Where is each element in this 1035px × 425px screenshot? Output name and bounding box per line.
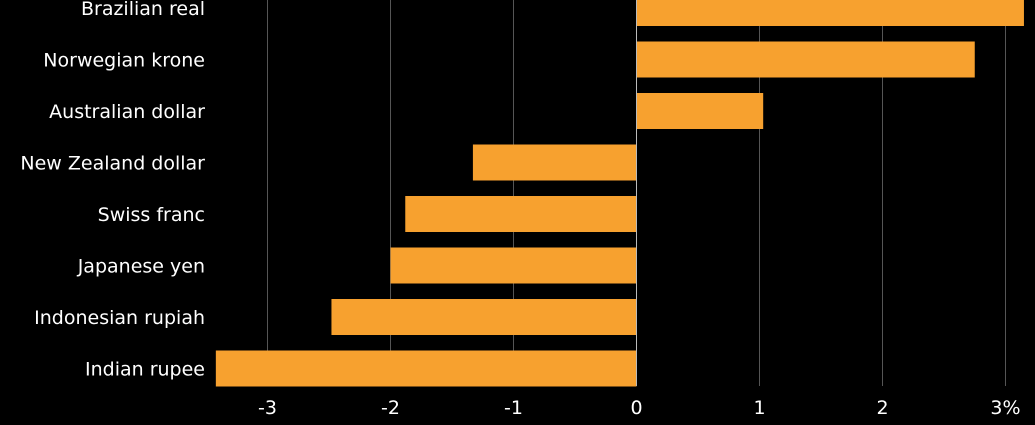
bar-swiss-franc <box>405 196 637 232</box>
category-labels: Brazilian real Norwegian krone Australian … <box>20 0 205 381</box>
category-label: Japanese yen <box>77 256 205 278</box>
bar-australian-dollar <box>636 93 764 129</box>
bar-japanese-yen <box>390 247 637 284</box>
x-tick-label: 2 <box>876 397 888 419</box>
bars <box>215 0 1024 387</box>
x-tick-label: -1 <box>504 397 523 419</box>
x-tick-label: 0 <box>630 397 642 419</box>
category-label: Norwegian krone <box>43 50 205 72</box>
x-tick-labels: -3 -2 -1 0 1 2 3% <box>258 397 1021 419</box>
category-label: Brazilian real <box>81 0 205 20</box>
x-tick-label: 1 <box>753 397 765 419</box>
category-label: Indonesian rupiah <box>34 307 205 329</box>
bar-norwegian-krone <box>636 41 975 78</box>
bar-new-zealand-dollar <box>472 144 637 181</box>
x-tick-label: -3 <box>258 397 277 419</box>
x-tick-label: -2 <box>381 397 400 419</box>
bar-indonesian-rupiah <box>331 299 637 335</box>
x-tick-label: 3% <box>990 397 1020 419</box>
category-label: Indian rupee <box>85 359 205 381</box>
category-label: Australian dollar <box>49 101 205 123</box>
bar-brazilian-real <box>636 0 1024 26</box>
bar-indian-rupee <box>215 350 637 387</box>
category-label: New Zealand dollar <box>20 153 205 175</box>
category-label: Swiss franc <box>98 204 205 226</box>
